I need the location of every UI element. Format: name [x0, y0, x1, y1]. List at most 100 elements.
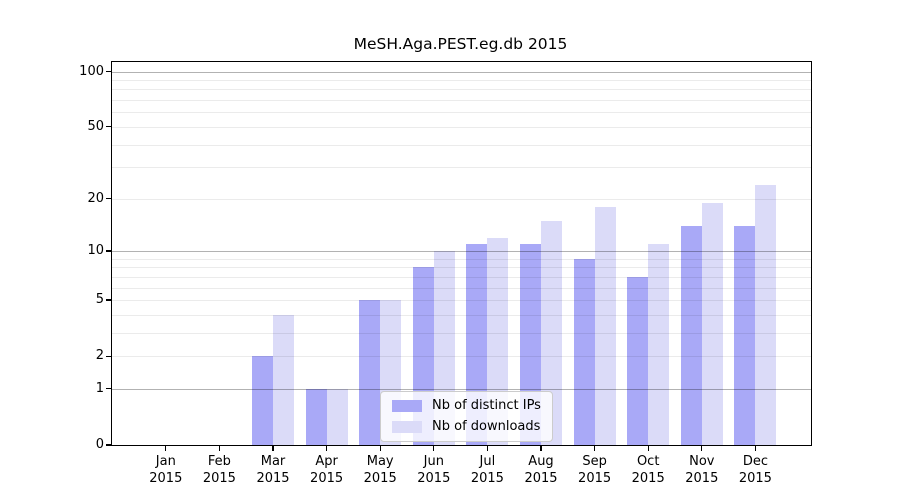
x-tick-month: Jul — [479, 454, 496, 469]
y-tick-mark-2 — [106, 355, 112, 357]
x-tick-month: Aug — [528, 454, 554, 469]
gridline-minor — [112, 80, 811, 81]
x-tick-year: 2015 — [256, 471, 290, 486]
bar-nb-of-downloads-aug — [541, 220, 562, 445]
x-tick-mark-jun — [433, 446, 435, 451]
x-tick-month: Dec — [742, 454, 768, 469]
x-tick-month: Feb — [207, 454, 231, 469]
gridline-minor — [112, 276, 811, 278]
x-tick-mark-jan — [165, 446, 167, 451]
bar-nb-of-downloads-mar — [273, 314, 294, 445]
y-tick-mark-50 — [106, 126, 112, 128]
x-tick-label-mar: Mar 2015 — [241, 453, 305, 487]
gridline-minor — [112, 287, 811, 289]
y-tick-label-20: 20 — [87, 190, 104, 206]
x-tick-year: 2015 — [685, 471, 719, 486]
bar-nb-of-downloads-nov — [701, 202, 723, 445]
bar-nb-of-distinct-ips-oct — [627, 276, 649, 445]
x-tick-label-oct: Oct 2015 — [616, 453, 680, 487]
plot-area: Nb of distinct IPs Nb of downloads 100 50… — [79, 61, 812, 486]
y-tick-label-10: 10 — [87, 243, 104, 258]
x-tick-year: 2015 — [149, 471, 183, 486]
gridline-major — [112, 251, 811, 252]
legend-swatch-distinct-ips — [392, 399, 422, 412]
x-tick-mark-may — [379, 446, 381, 451]
legend-swatch-downloads — [392, 420, 422, 433]
gridline-minor — [112, 267, 811, 269]
y-tick-mark-0 — [106, 444, 112, 446]
y-tick-label-2: 2 — [95, 348, 104, 364]
bar-nb-of-downloads-sep — [594, 206, 616, 445]
x-tick-label-sep: Sep 2015 — [563, 453, 627, 487]
bar-nb-of-downloads-oct — [648, 243, 670, 445]
x-tick-month: May — [366, 454, 394, 469]
x-tick-month: Sep — [582, 454, 607, 469]
gridline-minor — [112, 144, 811, 146]
x-tick-label-may: May 2015 — [348, 453, 412, 487]
y-tick-label-50: 50 — [87, 118, 104, 134]
x-tick-month: Apr — [315, 454, 338, 469]
x-tick-mark-aug — [540, 446, 542, 451]
gridline-minor — [112, 314, 811, 316]
gridline-major — [112, 71, 811, 73]
y-tick-label-1: 1 — [95, 380, 104, 396]
legend-item-distinct-ips: Nb of distinct IPs — [392, 398, 541, 413]
x-tick-month: Jun — [423, 454, 444, 469]
x-tick-label-jul: Jul 2015 — [455, 453, 519, 487]
x-tick-year: 2015 — [524, 471, 558, 486]
x-tick-label-jun: Jun 2015 — [402, 453, 466, 487]
gridline-minor — [112, 356, 811, 358]
bar-nb-of-downloads-apr — [326, 388, 348, 445]
gridline-minor — [112, 258, 811, 260]
x-tick-label-nov: Nov 2015 — [670, 453, 734, 487]
bar-nb-of-distinct-ips-apr — [305, 388, 327, 445]
bar-nb-of-distinct-ips-dec — [734, 225, 756, 445]
x-tick-year: 2015 — [470, 471, 504, 486]
y-tick-label-0: 0 — [95, 437, 104, 452]
bar-nb-of-distinct-ips-may — [359, 300, 381, 445]
x-tick-mark-mar — [272, 446, 274, 451]
gridline-minor — [112, 126, 811, 128]
chart-title: MeSH.Aga.PEST.eg.db 2015 — [353, 35, 568, 53]
x-tick-label-aug: Aug 2015 — [509, 453, 573, 487]
gridline-minor — [112, 112, 811, 114]
y-tick-mark-10 — [106, 250, 112, 252]
x-tick-year: 2015 — [310, 471, 344, 486]
x-tick-label-apr: Apr 2015 — [295, 453, 359, 487]
x-tick-mark-feb — [218, 446, 220, 451]
legend-label-distinct-ips: Nb of distinct IPs — [432, 398, 541, 413]
x-tick-month: Jan — [155, 454, 176, 469]
y-tick-mark-1 — [106, 388, 112, 390]
gridline-minor — [112, 100, 811, 102]
legend-item-downloads: Nb of downloads — [392, 419, 541, 434]
y-tick-mark-100 — [106, 71, 112, 73]
x-tick-year: 2015 — [738, 471, 772, 486]
x-tick-label-jan: Jan 2015 — [134, 453, 198, 487]
y-tick-label-5: 5 — [95, 292, 104, 307]
x-tick-label-dec: Dec 2015 — [723, 453, 787, 487]
gridline-minor — [112, 89, 811, 91]
x-tick-month: Nov — [689, 454, 715, 469]
gridline-minor — [112, 332, 811, 334]
x-tick-mark-oct — [647, 446, 649, 451]
bar-nb-of-downloads-dec — [755, 184, 777, 445]
legend-label-downloads: Nb of downloads — [432, 419, 541, 434]
gridline-minor — [112, 300, 811, 301]
legend: Nb of distinct IPs Nb of downloads — [380, 391, 553, 442]
bar-nb-of-distinct-ips-nov — [680, 225, 702, 445]
x-tick-mark-sep — [594, 446, 596, 451]
gridline-minor — [112, 167, 811, 169]
x-tick-year: 2015 — [631, 471, 665, 486]
x-tick-mark-apr — [326, 446, 328, 451]
bar-nb-of-distinct-ips-sep — [573, 258, 595, 445]
x-tick-year: 2015 — [417, 471, 451, 486]
y-tick-label-100: 100 — [79, 63, 104, 79]
x-tick-mark-jul — [486, 446, 488, 451]
x-tick-label-feb: Feb 2015 — [187, 453, 251, 487]
x-tick-year: 2015 — [202, 471, 236, 486]
x-tick-mark-dec — [754, 446, 756, 451]
x-tick-year: 2015 — [578, 471, 612, 486]
gridline-major — [112, 388, 811, 390]
y-tick-mark-5 — [106, 299, 112, 301]
